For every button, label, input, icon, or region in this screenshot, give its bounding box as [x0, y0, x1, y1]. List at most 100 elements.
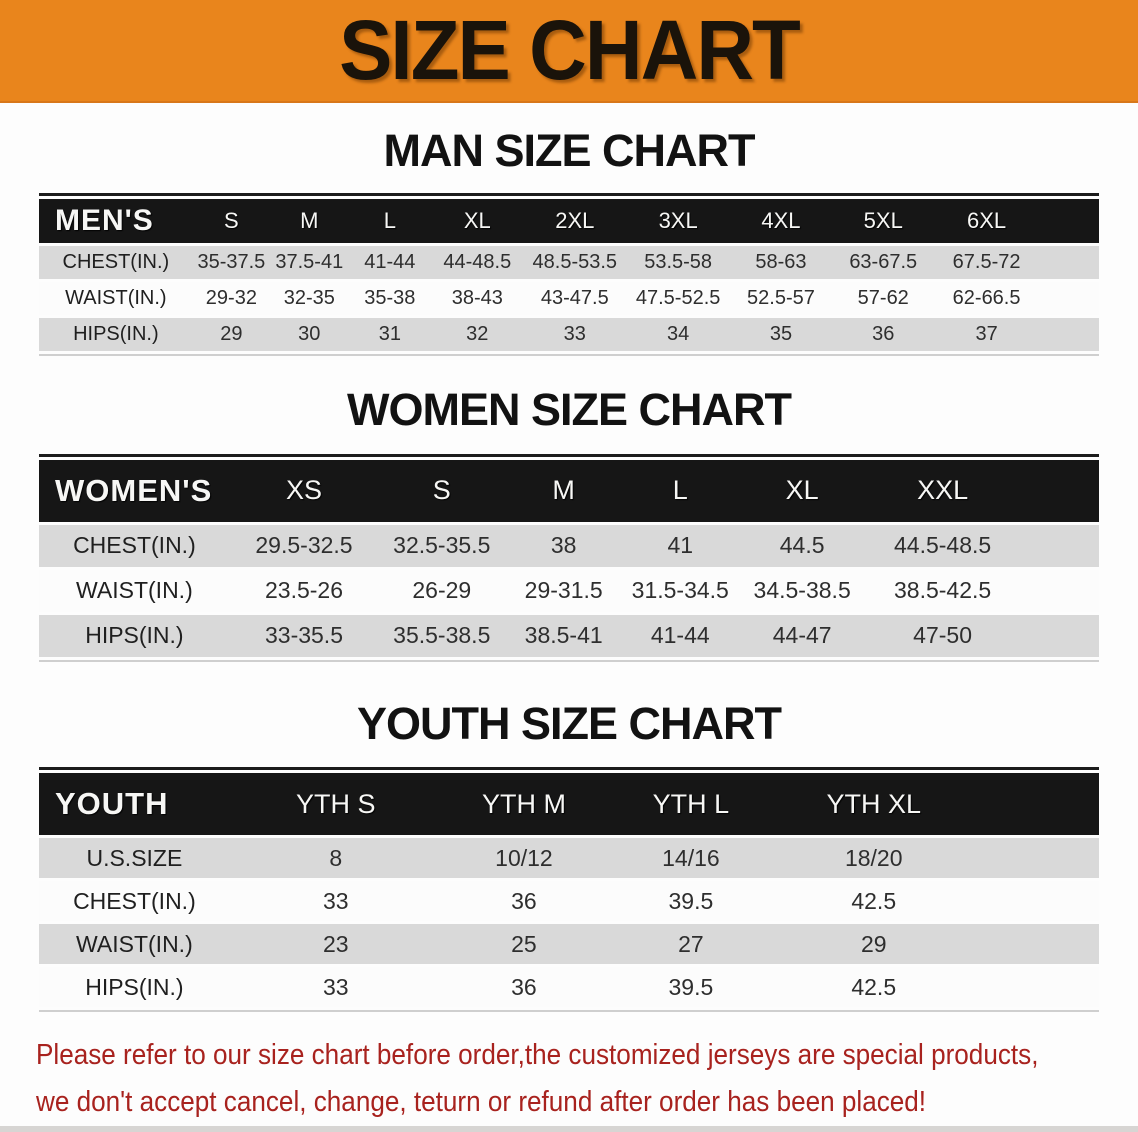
size-value: 36	[441, 881, 607, 922]
size-value: 32	[431, 317, 524, 351]
spacer-cell	[1019, 524, 1099, 567]
youth-table-row: HIPS(IN.) 33 36 39.5 42.5	[39, 967, 1099, 1008]
womens-table-header-row: WOMEN'S XS S M L XL XXL	[39, 459, 1099, 522]
size-value: 44-48.5	[431, 245, 524, 279]
size-value: 26-29	[378, 569, 506, 612]
mens-column-header: XL	[431, 198, 524, 243]
spacer-cell	[1038, 198, 1099, 243]
mens-column-header: 4XL	[730, 198, 832, 243]
womens-column-header: S	[378, 459, 506, 522]
youth-section-heading: YOUTH SIZE CHART	[356, 697, 782, 749]
youth-column-header: YTH L	[606, 773, 776, 836]
footer-note-line2: we don't accept cancel, change, teturn o…	[36, 1086, 927, 1119]
spacer-cell	[1019, 459, 1099, 522]
womens-column-header: M	[505, 459, 622, 522]
youth-size-table: YOUTH YTH S YTH M YTH L YTH XL U.S.SIZE 8 10/12…	[39, 767, 1099, 1013]
row-label: WAIST(IN.)	[39, 569, 230, 612]
size-value: 18/20	[775, 838, 972, 879]
size-value: 27	[606, 924, 776, 965]
section-men: MAN SIZE CHART MEN'S S M L XL 2XL 3XL 4XL 5XL 6XL…	[0, 125, 1138, 356]
size-value: 29-32	[192, 281, 271, 315]
youth-table-row: CHEST(IN.) 33 36 39.5 42.5	[39, 881, 1099, 922]
size-value: 43-47.5	[523, 281, 627, 315]
size-value: 35-38	[348, 281, 432, 315]
spacer-cell	[1038, 245, 1099, 279]
row-label: HIPS(IN.)	[39, 317, 193, 351]
size-value: 36	[441, 967, 607, 1008]
size-value: 38-43	[431, 281, 524, 315]
spacer-cell	[971, 924, 1099, 965]
size-value: 32-35	[270, 281, 349, 315]
youth-table-header-row: YOUTH YTH S YTH M YTH L YTH XL	[39, 773, 1099, 836]
row-label: HIPS(IN.)	[39, 967, 230, 1008]
size-value: 39.5	[606, 967, 776, 1008]
size-value: 37	[934, 317, 1039, 351]
size-value: 62-66.5	[934, 281, 1039, 315]
womens-corner-label: WOMEN'S	[39, 459, 230, 522]
youth-corner-label: YOUTH	[39, 773, 230, 836]
row-label: CHEST(IN.)	[39, 524, 230, 567]
banner-title: SIZE CHART	[339, 3, 801, 97]
size-value: 23	[229, 924, 442, 965]
spacer-cell	[1038, 317, 1099, 351]
spacer-cell	[1019, 614, 1099, 657]
size-value: 29	[192, 317, 271, 351]
size-value: 35-37.5	[192, 245, 271, 279]
section-youth: YOUTH SIZE CHART YOUTH YTH S YTH M YTH L YTH…	[0, 698, 1138, 1013]
youth-table-row: WAIST(IN.) 23 25 27 29	[39, 924, 1099, 965]
mens-corner-label: MEN'S	[39, 198, 193, 243]
size-value: 33	[523, 317, 627, 351]
row-label: U.S.SIZE	[39, 838, 230, 879]
size-value: 25	[441, 924, 607, 965]
mens-column-header: 6XL	[934, 198, 1039, 243]
womens-column-header: XS	[229, 459, 379, 522]
size-value: 52.5-57	[730, 281, 832, 315]
size-value: 8	[229, 838, 442, 879]
mens-table-row: CHEST(IN.) 35-37.5 37.5-41 41-44 44-48.5 48.5…	[39, 245, 1099, 279]
mens-table-row: HIPS(IN.) 29 30 31 32 33 34 35 36 37	[39, 317, 1099, 351]
size-value: 35	[730, 317, 832, 351]
size-value: 44-47	[738, 614, 866, 657]
size-value: 47-50	[865, 614, 1020, 657]
size-value: 38.5-42.5	[865, 569, 1020, 612]
youth-table-row: U.S.SIZE 8 10/12 14/16 18/20	[39, 838, 1099, 879]
size-value: 32.5-35.5	[378, 524, 506, 567]
spacer-cell	[971, 881, 1099, 922]
youth-column-header: YTH S	[229, 773, 442, 836]
spacer-cell	[971, 773, 1099, 836]
men-section-heading: MAN SIZE CHART	[383, 125, 756, 176]
size-value: 41-44	[348, 245, 432, 279]
size-value: 31.5-34.5	[621, 569, 739, 612]
size-value: 48.5-53.5	[523, 245, 627, 279]
mens-column-header: S	[192, 198, 271, 243]
mens-table-header-row: MEN'S S M L XL 2XL 3XL 4XL 5XL 6XL	[39, 198, 1099, 243]
size-value: 53.5-58	[626, 245, 731, 279]
size-value: 23.5-26	[229, 569, 379, 612]
spacer-cell	[1038, 281, 1099, 315]
size-value: 47.5-52.5	[626, 281, 731, 315]
mens-column-header: 5XL	[831, 198, 935, 243]
mens-column-header: 2XL	[523, 198, 627, 243]
women-section-heading: WOMEN SIZE CHART	[347, 383, 792, 435]
womens-table-row: HIPS(IN.) 33-35.5 35.5-38.5 38.5-41 41-44 44-…	[39, 614, 1099, 657]
mens-size-table: MEN'S S M L XL 2XL 3XL 4XL 5XL 6XL CHEST(IN.) 35-37…	[39, 192, 1099, 356]
womens-column-header: L	[621, 459, 739, 522]
section-women: WOMEN SIZE CHART WOMEN'S XS S M L XL XXL CHEST(…	[0, 384, 1138, 662]
size-value: 42.5	[775, 967, 972, 1008]
bottom-strip	[0, 1126, 1138, 1132]
size-value: 37.5-41	[270, 245, 349, 279]
row-label: HIPS(IN.)	[39, 614, 230, 657]
mens-column-header: M	[270, 198, 349, 243]
size-value: 14/16	[606, 838, 776, 879]
row-label: WAIST(IN.)	[39, 924, 230, 965]
size-value: 29	[775, 924, 972, 965]
size-value: 57-62	[831, 281, 935, 315]
womens-table-row: WAIST(IN.) 23.5-26 26-29 29-31.5 31.5-34.5 34…	[39, 569, 1099, 612]
size-value: 34	[626, 317, 731, 351]
mens-column-header: L	[348, 198, 432, 243]
youth-column-header: YTH M	[441, 773, 607, 836]
row-label: WAIST(IN.)	[39, 281, 193, 315]
size-value: 33	[229, 881, 442, 922]
size-value: 44.5-48.5	[865, 524, 1020, 567]
footer-note: Please refer to our size chart before or…	[0, 1032, 1038, 1126]
